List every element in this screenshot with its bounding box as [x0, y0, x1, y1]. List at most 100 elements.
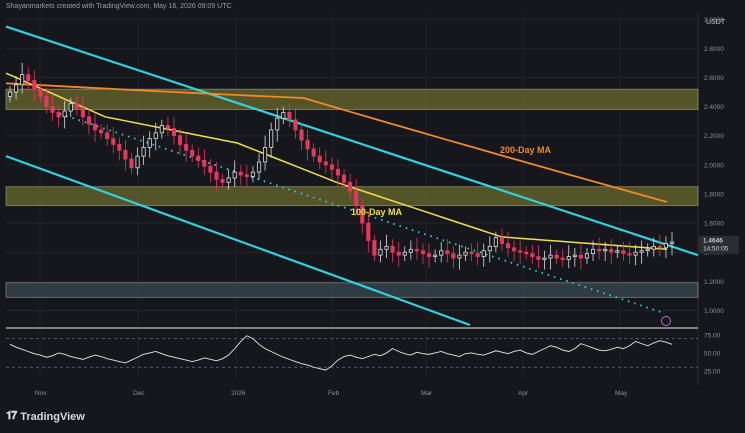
candle-body: [329, 164, 334, 170]
candle-body: [493, 237, 498, 247]
y-tick-label: 1.2000: [704, 279, 724, 286]
rsi-tick-label: 75.00: [704, 333, 721, 340]
candle-body: [62, 110, 67, 118]
candle-body: [196, 155, 201, 161]
candle-body: [420, 250, 426, 255]
x-tick-label: Dec: [133, 390, 145, 397]
candle-body: [548, 254, 553, 259]
candle-body: [232, 171, 237, 179]
candle-body: [86, 116, 92, 125]
candle-body: [56, 112, 61, 118]
countdown-value: 14:50:05: [703, 245, 729, 252]
y-tick-label: 1.6000: [704, 221, 724, 228]
y-tick-label: 2.4000: [704, 104, 724, 111]
candle-body: [433, 254, 438, 257]
candle-body: [141, 146, 146, 157]
candle-body: [597, 248, 602, 252]
candle-body: [14, 84, 19, 93]
candle-body: [645, 248, 650, 252]
candle-body: [165, 125, 170, 129]
currency-label: USDT: [706, 19, 726, 26]
y-tick-label: 1.0000: [704, 308, 724, 315]
rsi-line: [9, 335, 673, 371]
rsi-panel: 75.00 50.00 25.00: [6, 327, 721, 375]
channel-upper-line: [5, 25, 699, 257]
candle-body: [427, 253, 432, 257]
candle-body: [159, 125, 164, 134]
candle-body: [80, 107, 85, 118]
price-axis: 3.0000 2.8000 2.6000 2.4000 2.2000 2.0000 1.80…: [699, 17, 739, 315]
rsi-tick-label: 25.00: [704, 368, 721, 375]
candle-body: [390, 245, 395, 253]
plot-background: [6, 12, 698, 325]
candle-body: [50, 106, 55, 113]
candle-body: [354, 190, 359, 207]
y-tick-label: 2.2000: [704, 133, 724, 140]
x-tick-label: Feb: [328, 390, 340, 397]
candle-body: [105, 132, 110, 140]
candle-body: [135, 155, 140, 169]
candle-body: [663, 243, 668, 249]
candle-body: [178, 135, 183, 145]
annotations: 200-Day MA 100-Day MA: [351, 145, 671, 326]
candle-body: [463, 251, 468, 256]
ma-200-label: 200-Day MA: [500, 145, 552, 155]
candle-body: [226, 177, 231, 183]
candle-body: [123, 149, 128, 160]
ma-200-line: [5, 82, 668, 203]
candle-body: [244, 174, 249, 177]
candle-body: [360, 205, 365, 224]
candle-body: [669, 241, 675, 244]
y-tick-label: 2.6000: [704, 75, 724, 82]
zone-box: [5, 88, 699, 110]
candle-body: [615, 250, 620, 253]
event-marker-icon: [661, 316, 671, 326]
candle-body: [505, 243, 511, 249]
ma-100-label: 100-Day MA: [351, 207, 403, 217]
candle-body: [566, 256, 571, 260]
y-tick-label: 1.8000: [704, 191, 724, 198]
candle-body: [578, 254, 583, 259]
time-axis: Nov Dec 2026 Feb Mar Apr May: [35, 390, 628, 397]
candle-body: [208, 165, 213, 173]
candle-body: [408, 248, 413, 253]
candle-body: [609, 248, 614, 253]
candle-body: [524, 251, 529, 255]
candle-body: [220, 179, 225, 183]
candle-body: [26, 74, 31, 81]
candle-body: [305, 139, 310, 150]
tradingview-logo-icon: 𝟏𝟕: [6, 410, 17, 422]
candle-body: [487, 245, 492, 252]
candle-body: [603, 248, 608, 252]
x-tick-label: Mar: [421, 390, 433, 397]
candle-body: [445, 250, 450, 255]
y-tick-label: 2.0000: [704, 162, 724, 169]
candle-body: [518, 250, 523, 253]
candle-body: [92, 123, 98, 131]
x-tick-label: May: [615, 390, 628, 397]
candle-body: [348, 181, 353, 192]
candle-body: [584, 253, 590, 259]
channel-lower-line: [5, 155, 471, 327]
candle-body: [99, 129, 104, 134]
candle-body: [366, 222, 371, 241]
candle-body: [256, 161, 262, 173]
candlesticks: [7, 62, 675, 270]
candle-body: [372, 240, 377, 256]
candle-body: [560, 257, 565, 260]
candle-body: [341, 174, 347, 183]
candle-body: [111, 138, 116, 145]
candle-body: [554, 254, 559, 259]
candle-body: [396, 251, 401, 256]
moving-averages: [5, 72, 668, 251]
candle-body: [651, 245, 656, 250]
candle-body: [590, 248, 596, 255]
x-tick-label: Nov: [35, 390, 47, 397]
ma-100-line: [5, 72, 668, 251]
candle-body: [384, 245, 389, 250]
candle-body: [335, 168, 341, 176]
candle-body: [129, 158, 134, 169]
candle-body: [475, 253, 480, 257]
tradingview-logo[interactable]: 𝟏𝟕 TradingView: [6, 410, 85, 423]
